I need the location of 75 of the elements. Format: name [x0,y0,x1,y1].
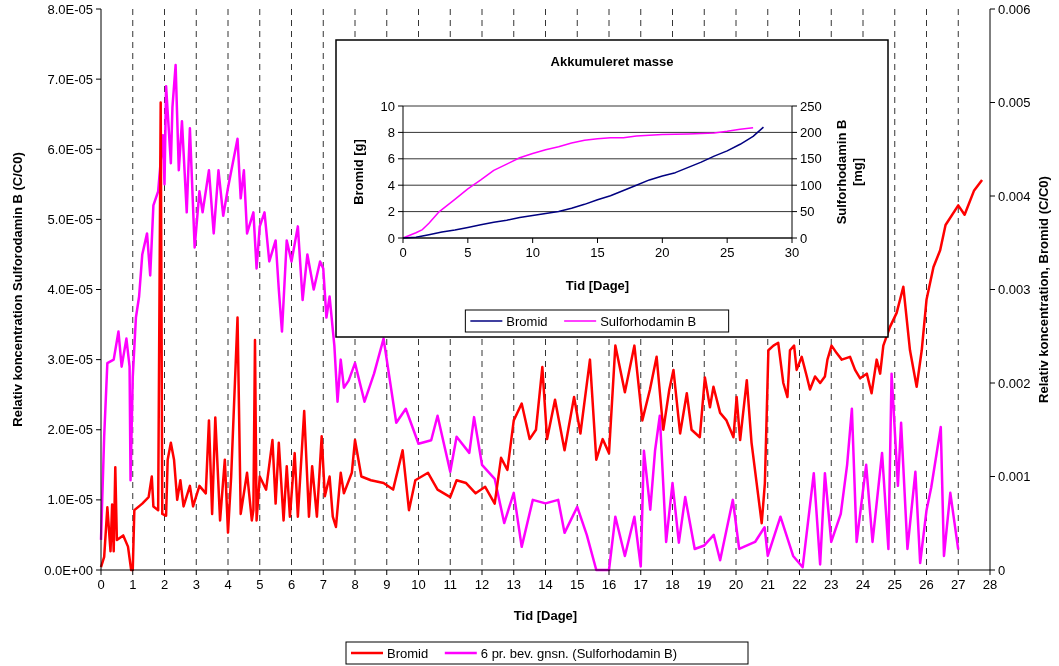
x-tick-label: 25 [719,245,735,260]
x-tick-label: 10 [411,577,426,592]
x-tick-label: 24 [855,577,871,592]
x-tick-label: 10 [525,245,540,260]
y2-tick-label: 0.002 [998,375,1031,391]
x-tick-label: 17 [633,577,648,592]
y2-tick-label: 250 [800,98,822,114]
y2-tick-label: 0 [998,562,1006,578]
y-tick-label: 10 [380,98,395,114]
x-tick-label: 4 [224,577,232,592]
x-tick-label: 5 [256,577,264,592]
y-tick-label: 8.0E-05 [47,1,93,17]
y2-tick-label: 0.004 [998,188,1031,204]
x-tick-label: 30 [784,245,800,260]
x-tick-label: 19 [697,577,712,592]
y-tick-label: 4.0E-05 [47,282,93,297]
x-tick-label: 5 [464,245,472,260]
y-tick-label: 7.0E-05 [47,71,93,87]
y-tick-label: 3.0E-05 [47,352,93,368]
x-tick-label: 6 [287,577,296,592]
x-tick-label: 14 [538,577,553,592]
x-axis-title: Tid [Dage] [565,278,630,293]
x-tick-label: 1 [129,577,137,592]
x-tick-label: 20 [728,577,744,592]
y-tick-label: 4 [387,177,395,193]
x-tick-label: 9 [383,577,391,592]
y-tick-label: 1.0E-05 [47,492,93,508]
x-tick-label: 7 [319,577,327,592]
y2-tick-label: 0 [800,230,808,246]
x-tick-label: 12 [474,577,490,592]
y2-tick-label: 0.006 [998,1,1031,17]
x-tick-label: 26 [919,577,934,592]
y-tick-label: 2.0E-05 [47,422,93,438]
y-tick-label: 8 [387,124,395,140]
x-tick-label: 13 [506,577,521,592]
y2-tick-label: 0.001 [998,469,1031,484]
x-tick-label: 2 [160,577,169,592]
legend-label: Bromid [506,314,548,329]
legend-label: Sulforhodamin B [600,314,697,329]
y-axis-title: Bromid [g] [351,139,366,205]
y-tick-label: 0.0E+00 [44,562,93,578]
legend-label: Bromid [387,646,429,661]
y2-tick-label: 100 [800,177,822,193]
y2-axis-title: Sulforhodamin B [mg] [834,119,865,225]
y-tick-label: 6.0E-05 [47,141,93,157]
y2-tick-label: 0.005 [998,95,1031,110]
y2-tick-label: 50 [800,204,815,220]
x-tick-label: 8 [351,577,359,592]
x-axis-title: Tid [Dage] [513,608,578,623]
x-tick-label: 16 [601,577,617,592]
x-tick-label: 18 [665,577,680,592]
x-tick-label: 25 [887,577,902,592]
y-tick-label: 6 [387,151,395,167]
y-tick-label: 2 [387,204,395,220]
x-tick-label: 15 [590,245,605,260]
x-tick-label: 23 [824,577,839,592]
y-tick-label: 0 [387,230,395,246]
x-tick-label: 27 [951,577,966,592]
x-tick-label: 15 [570,577,585,592]
x-tick-label: 22 [792,577,807,592]
y2-axis-title: Relativ koncentration, Bromid (C/C0) [1036,176,1051,403]
y2-tick-label: 0.003 [998,282,1031,297]
y2-tick-label: 200 [800,124,822,140]
legend-label: 6 pr. bev. gnsn. (Sulforhodamin B) [480,646,678,661]
y-tick-label: 5.0E-05 [47,211,93,227]
x-tick-label: 3 [192,577,200,592]
x-tick-label: 20 [655,245,670,260]
y-axis-title: Relativ koncentration Sulforodamin B (C/C0) [10,152,25,427]
x-tick-label: 21 [760,577,775,592]
x-tick-label: 0 [399,245,407,260]
y2-tick-label: 150 [800,151,822,167]
x-tick-label: 28 [982,577,998,592]
x-tick-label: 11 [443,577,457,592]
x-tick-label: 0 [97,577,105,592]
chart-title: Akkumuleret masse [550,54,674,69]
